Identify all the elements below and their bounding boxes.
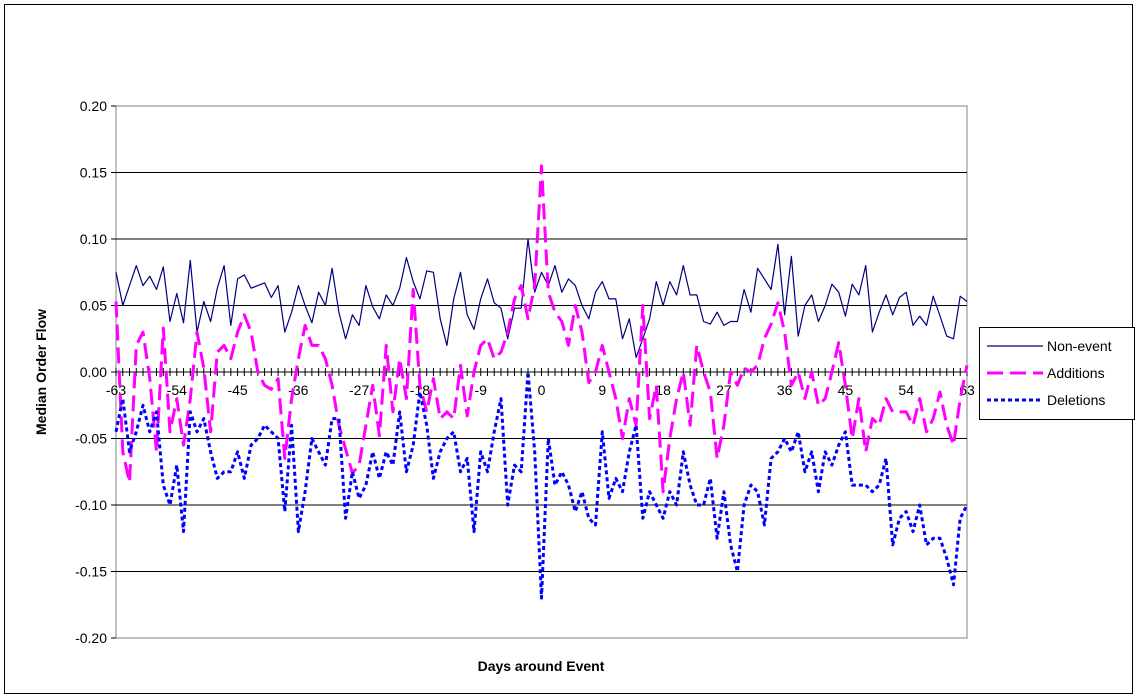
legend-box <box>979 327 1135 420</box>
x-tick-label: -27 <box>349 382 369 398</box>
series-line-non-event <box>115 238 968 358</box>
x-tick-label: -63 <box>106 382 126 398</box>
y-tick-label: -0.15 <box>75 564 107 580</box>
x-tick-label: 9 <box>598 382 606 398</box>
y-tick-label: 0.15 <box>80 165 107 181</box>
y-tick-label: -0.10 <box>75 497 107 513</box>
x-tick-label: 0 <box>538 382 546 398</box>
x-tick-label: 54 <box>898 382 914 398</box>
y-axis-title: Median Order Flow <box>33 309 49 435</box>
legend-label: Additions <box>1047 365 1105 381</box>
y-tick-label: -0.20 <box>75 630 107 646</box>
x-tick-label: -18 <box>410 382 430 398</box>
x-tick-label: 18 <box>655 382 671 398</box>
series-line-deletions <box>114 370 969 600</box>
x-tick-label: -9 <box>474 382 487 398</box>
x-tick-label: 36 <box>777 382 793 398</box>
y-tick-label: 0.10 <box>80 231 107 247</box>
y-tick-label: 0.00 <box>80 364 107 380</box>
legend-label: Non-event <box>1047 338 1112 354</box>
x-tick-label: 45 <box>838 382 854 398</box>
y-tick-label: -0.05 <box>75 431 107 447</box>
series-line-additions <box>114 164 969 494</box>
x-tick-label: 27 <box>716 382 732 398</box>
x-tick-label: -54 <box>167 382 187 398</box>
x-tick-label: -45 <box>227 382 247 398</box>
legend: Non-event Additions Deletions <box>979 327 1135 420</box>
y-tick-label: 0.05 <box>80 298 107 314</box>
legend-label: Deletions <box>1047 392 1105 408</box>
series-layer <box>114 164 969 600</box>
y-tick-label: 0.20 <box>80 98 107 114</box>
y-axis-ticks: -0.20 -0.15 -0.10 -0.05 0.00 0.05 0.10 0.15 0.20 <box>75 98 116 646</box>
x-axis-title: Days around Event <box>478 658 605 674</box>
